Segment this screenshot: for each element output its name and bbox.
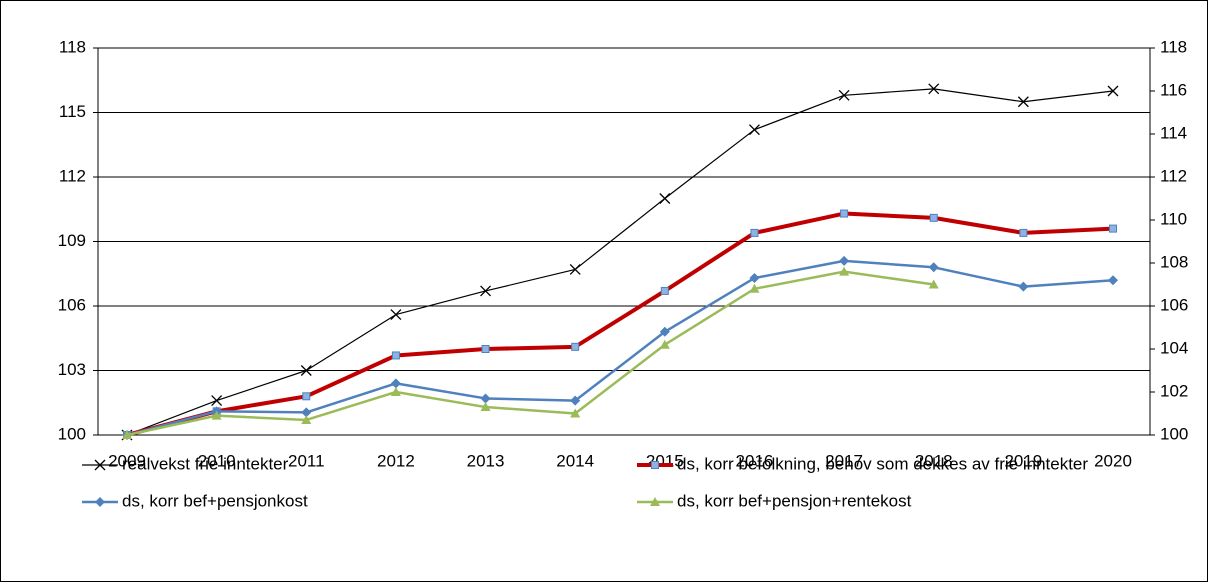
y-tick-label: 103 — [58, 360, 86, 379]
y2-tick-label: 100 — [1160, 424, 1188, 443]
y-tick-label: 112 — [59, 166, 86, 185]
y2-tick-label: 110 — [1160, 209, 1187, 228]
marker — [928, 262, 939, 273]
marker — [570, 395, 581, 406]
marker — [749, 283, 760, 293]
x-tick-label: 2016 — [736, 451, 774, 470]
marker — [1019, 228, 1028, 237]
marker — [839, 255, 850, 266]
y2-tick-label: 102 — [1160, 381, 1188, 400]
x-tick-label: 2018 — [915, 451, 953, 470]
legend-marker — [651, 461, 659, 469]
marker — [1109, 224, 1117, 233]
marker — [928, 83, 940, 95]
marker — [390, 309, 402, 321]
legend-marker — [650, 497, 660, 506]
series-line — [126, 88, 1114, 436]
marker — [659, 339, 670, 349]
legend-marker — [94, 459, 106, 471]
marker — [838, 89, 850, 101]
y2-tick-label: 104 — [1160, 338, 1188, 357]
marker — [570, 408, 581, 418]
legend-label: ds, korr befolkning, behov som dekkes av… — [677, 454, 1088, 473]
y2-tick-label: 116 — [1160, 80, 1187, 99]
marker — [391, 351, 400, 360]
y-tick-label: 118 — [59, 37, 86, 56]
marker — [1107, 85, 1119, 97]
x-tick-label: 2009 — [108, 451, 146, 470]
marker — [660, 286, 669, 295]
y2-tick-label: 114 — [1160, 123, 1187, 142]
marker — [390, 387, 401, 396]
y-tick-label: 100 — [58, 424, 86, 443]
x-tick-label: 2019 — [1004, 451, 1042, 470]
marker — [302, 392, 311, 401]
marker — [1108, 275, 1118, 286]
marker — [839, 266, 850, 276]
series-line — [126, 259, 1114, 437]
y-tick-label: 109 — [58, 231, 86, 250]
series-line — [126, 211, 1114, 437]
y2-tick-label: 118 — [1160, 37, 1187, 56]
marker — [122, 430, 132, 439]
marker — [211, 395, 223, 407]
marker — [301, 407, 312, 418]
x-tick-label: 2013 — [467, 451, 505, 470]
y-tick-label: 115 — [59, 102, 86, 121]
y2-tick-label: 108 — [1160, 252, 1188, 271]
y2-tick-label: 106 — [1160, 295, 1188, 314]
marker — [749, 273, 760, 284]
x-tick-label: 2020 — [1094, 451, 1132, 470]
legend-label: ds, korr bef+pensjonkost — [122, 491, 308, 510]
marker — [750, 228, 759, 237]
marker — [480, 402, 491, 412]
marker — [1017, 96, 1029, 108]
y2-tick-label: 112 — [1160, 166, 1187, 185]
marker — [480, 393, 491, 404]
marker — [1018, 281, 1029, 292]
marker — [571, 342, 580, 351]
marker — [481, 345, 490, 353]
marker — [659, 326, 670, 337]
x-tick-label: 2012 — [377, 451, 415, 470]
x-tick-label: 2011 — [288, 451, 325, 470]
marker — [929, 213, 938, 222]
x-tick-label: 2010 — [198, 451, 236, 470]
marker — [480, 285, 492, 297]
marker — [748, 124, 760, 136]
marker — [840, 209, 849, 218]
legend-marker — [95, 497, 105, 507]
marker — [569, 263, 581, 275]
marker — [659, 193, 671, 204]
legend-label: realvekst frie inntekter — [122, 454, 289, 473]
marker — [928, 279, 939, 289]
y-tick-label: 106 — [58, 295, 86, 314]
marker — [211, 410, 222, 420]
marker — [300, 365, 312, 376]
x-tick-label: 2014 — [556, 451, 594, 470]
marker — [390, 378, 401, 389]
legend-label: ds, korr bef+pensjon+rentekost — [677, 491, 912, 510]
marker — [301, 414, 312, 424]
x-tick-label: 2017 — [825, 451, 863, 470]
series-line — [126, 270, 934, 437]
